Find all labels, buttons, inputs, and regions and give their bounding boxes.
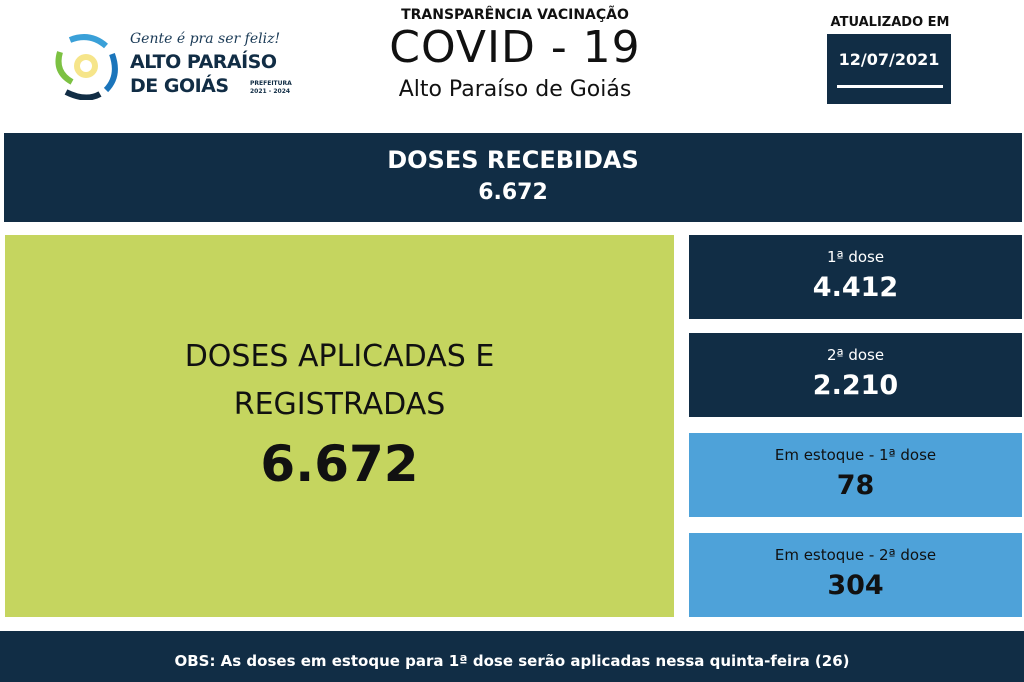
obs-note: OBS: As doses em estoque para 1ª dose se… [0, 631, 1024, 682]
applied-label: DOSES APLICADAS E REGISTRADAS [184, 339, 495, 422]
header-kicker: TRANSPARÊNCIA VACINAÇÃO [401, 7, 629, 23]
page-subtitle: Alto Paraíso de Goiás [398, 77, 632, 102]
received-label: DOSES RECEBIDAS [387, 146, 639, 174]
applied-value: 6.672 [260, 435, 419, 493]
logo-tagline: Gente é pra ser feliz! [130, 31, 281, 47]
doses-applied-panel: DOSES APLICADAS E REGISTRADAS 6.672 [5, 235, 674, 617]
logo-sub: PREFEITURA [250, 80, 292, 87]
page-title: COVID - 19 [389, 22, 641, 73]
card-stock-second-dose: Em estoque - 2ª dose 304 [689, 533, 1022, 617]
doses-received-panel: DOSES RECEBIDAS 6.672 [4, 133, 1022, 222]
card-second-dose: 2ª dose 2.210 [689, 333, 1022, 417]
card-label: Em estoque - 1ª dose [774, 446, 937, 464]
prefeitura-logo: Gente é pra ser feliz! ALTO PARAÍSO DE G… [50, 28, 320, 104]
updated-box: 12/07/2021 [827, 34, 951, 104]
updated-date: 12/07/2021 [838, 50, 940, 69]
logo-years: 2021 - 2024 [250, 88, 291, 95]
card-stock-first-dose: Em estoque - 1ª dose 78 [689, 433, 1022, 517]
card-label: 2ª dose [826, 346, 885, 364]
divider [837, 85, 943, 88]
card-label: 1ª dose [826, 248, 885, 266]
received-value: 6.672 [478, 180, 548, 205]
card-value: 2.210 [812, 370, 899, 401]
card-value: 304 [827, 570, 884, 601]
logo-line1: ALTO PARAÍSO [130, 51, 277, 73]
card-label: Em estoque - 2ª dose [774, 546, 937, 564]
logo-line2: DE GOIÁS [130, 75, 229, 97]
flower-logo-icon [55, 34, 118, 100]
card-value: 78 [836, 470, 875, 501]
card-value: 4.412 [812, 272, 899, 303]
logo-prefeitura: PREFEITURA 2021 - 2024 [250, 80, 292, 96]
card-first-dose: 1ª dose 4.412 [689, 235, 1022, 319]
updated-label: ATUALIZADO EM [830, 15, 950, 30]
